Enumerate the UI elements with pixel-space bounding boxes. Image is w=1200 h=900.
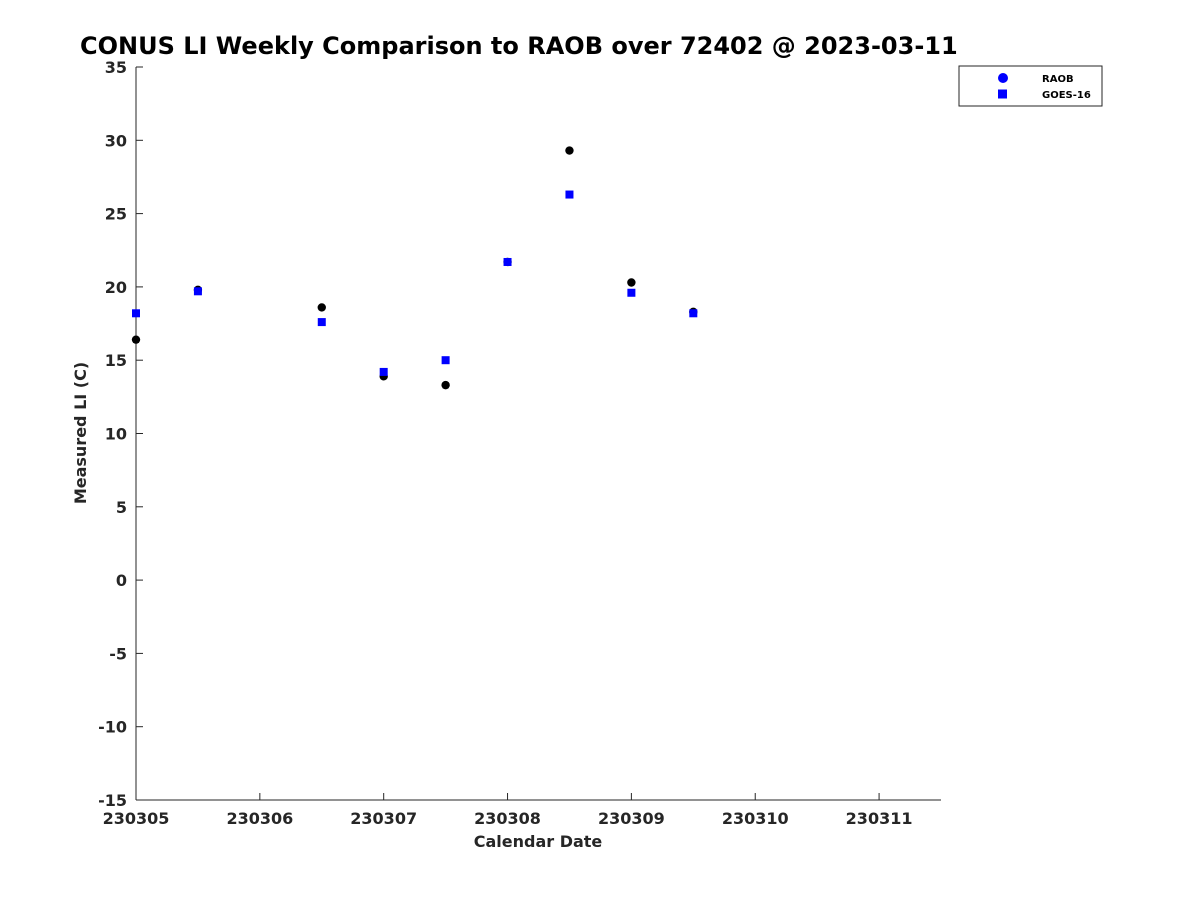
y-tick-label: 10 (105, 425, 127, 444)
y-tick-label: 20 (105, 278, 127, 297)
y-tick-label: 30 (105, 131, 127, 150)
legend-box (958, 65, 1103, 107)
x-tick-label: 230307 (350, 809, 417, 828)
series-raob (131, 146, 698, 390)
y-tick-label: 5 (116, 498, 127, 517)
x-tick-label: 230308 (474, 809, 541, 828)
data-point-raob (565, 146, 574, 155)
series-goes16 (132, 190, 698, 376)
data-point-goes16 (193, 287, 202, 296)
x-tick-label: 230310 (722, 809, 789, 828)
x-tick-label: 230311 (846, 809, 913, 828)
legend-marker-raob (998, 73, 1008, 83)
data-point-goes16 (317, 318, 326, 327)
x-tick-label: 230309 (598, 809, 665, 828)
data-point-raob (627, 278, 636, 287)
y-tick-label: 15 (105, 351, 127, 370)
x-axis-title: Calendar Date (474, 832, 603, 851)
data-point-raob (441, 380, 450, 390)
y-ticks: 35 30 25 20 15 10 5 0 -5 -10 -15 (98, 58, 143, 810)
plot-points (131, 146, 698, 390)
legend-marker-goes16 (998, 89, 1007, 99)
data-point-goes16 (565, 190, 574, 199)
y-tick-label: -5 (109, 644, 127, 663)
data-point-goes16 (503, 257, 512, 266)
legend-label-goes16: GOES-16 (1042, 90, 1091, 101)
axes (135, 67, 941, 801)
legend: RAOB GOES-16 (958, 65, 1103, 107)
data-point-goes16 (441, 356, 450, 365)
x-tick-label: 230305 (103, 809, 170, 828)
data-point-goes16 (379, 367, 388, 376)
data-point-goes16 (689, 309, 698, 318)
y-tick-label: 25 (105, 205, 127, 224)
y-tick-label: 0 (116, 571, 127, 590)
data-point-raob (131, 335, 141, 344)
y-tick-label: 35 (105, 58, 127, 77)
y-axis-title: Measured LI (C) (71, 362, 90, 504)
chart-title: CONUS LI Weekly Comparison to RAOB over … (80, 32, 958, 60)
legend-label-raob: RAOB (1042, 74, 1074, 85)
x-ticks: 230305 230306 230307 230308 230309 230310 2303… (103, 793, 913, 828)
y-tick-label: -15 (98, 791, 127, 810)
y-tick-label: -10 (98, 718, 127, 737)
data-point-goes16 (132, 309, 140, 318)
data-point-raob (317, 303, 326, 312)
x-tick-label: 230306 (226, 809, 293, 828)
data-point-goes16 (627, 288, 636, 297)
